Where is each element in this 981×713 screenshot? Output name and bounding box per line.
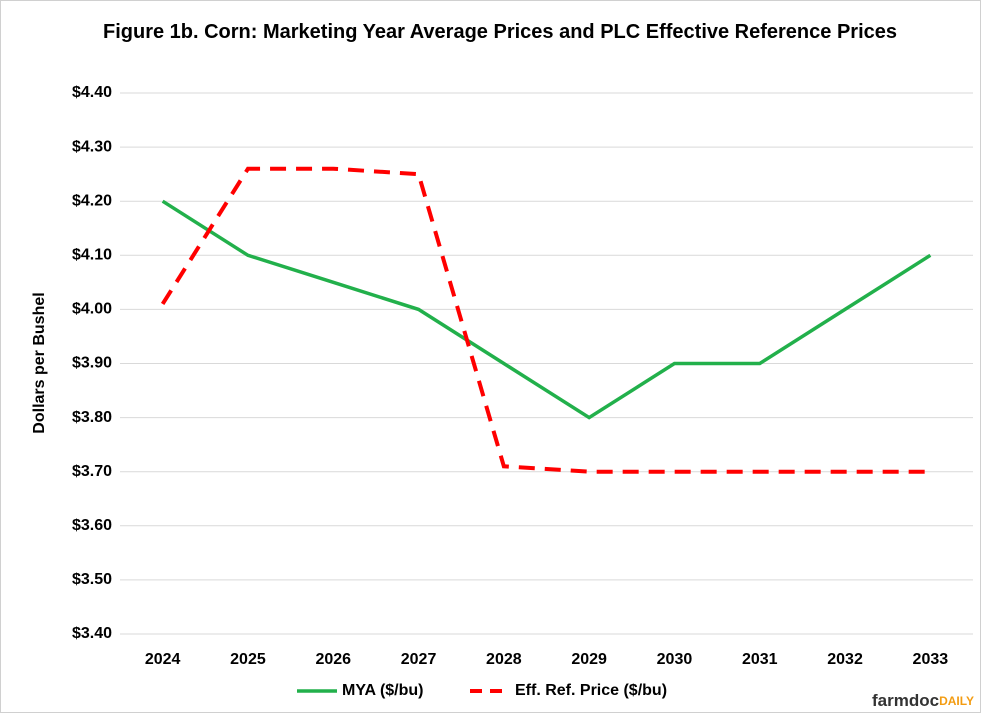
x-tick-label: 2026 [315,651,351,668]
y-tick-label: $3.50 [72,571,112,588]
x-tick-label: 2027 [401,651,437,668]
brand-part: DAILY [939,694,974,708]
y-tick-label: $3.80 [72,409,112,426]
y-tick-label: $3.70 [72,463,112,480]
x-tick-label: 2030 [657,651,693,668]
legend-label: MYA ($/bu) [342,682,423,699]
y-tick-label: $3.60 [72,517,112,534]
brand: farmdocDAILY [872,691,974,710]
y-tick-label: $4.20 [72,192,112,209]
y-axis-label: Dollars per Bushel [31,292,48,433]
x-tick-label: 2033 [913,651,949,668]
x-tick-label: 2028 [486,651,522,668]
x-tick-label: 2024 [145,651,181,668]
chart-title: Figure 1b. Corn: Marketing Year Average … [102,21,897,43]
x-tick-label: 2031 [742,651,778,668]
series-line [160,166,931,474]
brand-part: farmdoc [872,691,939,710]
x-tick-label: 2025 [230,651,266,668]
y-tick-label: $3.40 [72,625,112,642]
y-tick-label: $3.90 [72,355,112,372]
x-tick-label: 2029 [571,651,607,668]
y-tick-label: $4.10 [72,247,112,264]
series-line [161,199,932,420]
y-tick-label: $4.00 [72,301,112,318]
y-tick-label: $4.30 [72,138,112,155]
x-tick-label: 2032 [827,651,863,668]
y-tick-label: $4.40 [72,84,112,101]
legend-label: Eff. Ref. Price ($/bu) [515,682,667,699]
